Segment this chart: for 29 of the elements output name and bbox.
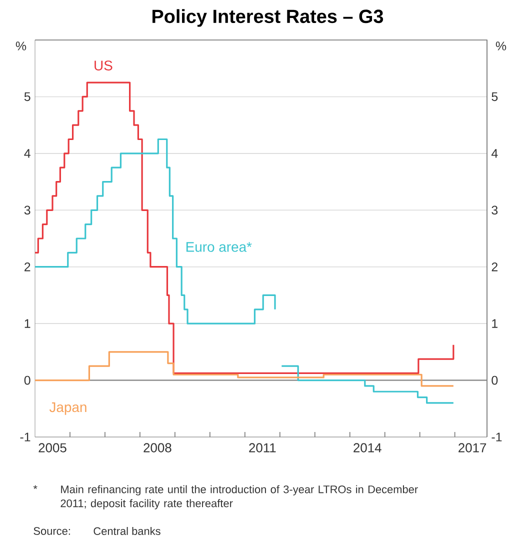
y2-tick-label: 3 — [492, 206, 498, 215]
y2-tick-label: 2 — [492, 262, 498, 272]
y-tick-label: 0 — [24, 376, 30, 385]
series-label: US — [94, 60, 112, 70]
y-tick-label: 4 — [24, 149, 30, 158]
source-note: Source: — [34, 527, 70, 535]
y2-tick-label: 5 — [492, 92, 498, 102]
series-label: Japan — [49, 402, 86, 415]
y-tick-label: -1 — [20, 432, 30, 442]
y2-axis-title: % — [496, 42, 506, 50]
y2-tick-label: 1 — [492, 319, 498, 328]
text: Central banks — [94, 526, 160, 536]
x-tick-label: 2017 — [458, 443, 486, 452]
x-tick-label: 2011 — [249, 443, 276, 452]
y-tick-label: 3 — [24, 206, 30, 215]
y-tick-label: 5 — [24, 92, 30, 102]
y2-tick-label: 0 — [492, 376, 498, 385]
x-tick-label: 2005 — [38, 443, 66, 452]
x-tick-label: 2014 — [354, 443, 382, 452]
y2-tick-label: -1 — [492, 432, 502, 442]
y-axis-title: % — [16, 42, 26, 50]
y-tick-label: 2 — [24, 262, 30, 272]
series-label: Euro area* — [186, 242, 252, 252]
text: Main refinancing rate until the introduction of 3-year LTROs in December 2011; deposit facility rate thereafter — [60, 485, 418, 510]
y2-tick-label: 4 — [491, 149, 498, 158]
x-tick-label: 2008 — [144, 443, 172, 452]
y-tick-label: 1 — [24, 319, 30, 328]
chart-title: Policy Interest Rates – G3 — [152, 9, 384, 27]
text: * — [33, 485, 38, 490]
